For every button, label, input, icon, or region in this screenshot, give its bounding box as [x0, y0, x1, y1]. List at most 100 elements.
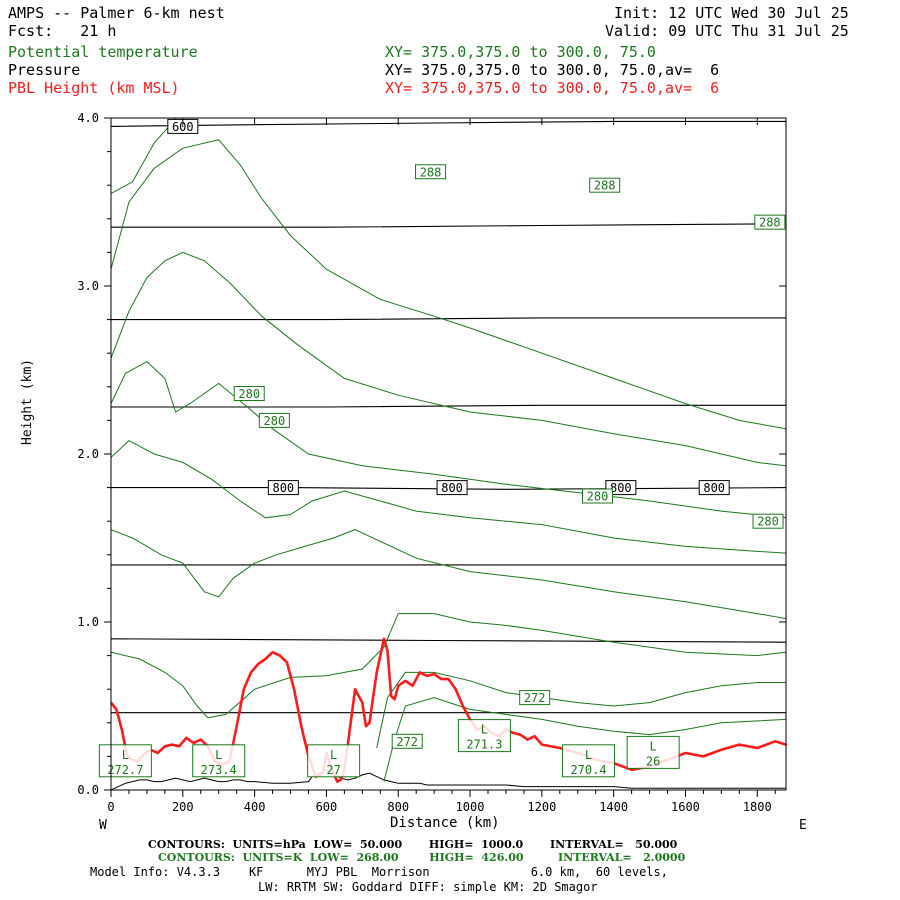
- field2-xy: XY= 375.0,375.0 to 300.0, 75.0,av= 6: [385, 61, 720, 79]
- theta-label-box: [258, 412, 290, 428]
- theta-label: 280: [238, 387, 260, 401]
- x-tick-label: 600: [316, 800, 338, 814]
- contour-labels-layer: 600 800 800 800 800 288 288 288 280 280 280 280 272 2…: [98, 118, 786, 778]
- pbl-point: [178, 745, 181, 748]
- pbl-point: [512, 731, 515, 734]
- pbl-point: [454, 688, 457, 691]
- minimum-mark: L: [330, 748, 337, 762]
- pbl-point: [250, 671, 252, 674]
- pressure-label-box: [698, 480, 730, 496]
- pbl-point: [115, 708, 118, 711]
- pbl-point: [393, 698, 396, 701]
- minimum-value: 26: [646, 754, 660, 768]
- pbl-point: [354, 688, 357, 691]
- pbl-point: [379, 654, 382, 657]
- pbl-point: [347, 742, 349, 744]
- pbl-point: [558, 747, 561, 749]
- minimum-mark: L: [585, 748, 592, 762]
- pbl-point: [519, 733, 522, 736]
- pressure-label: 800: [703, 481, 725, 495]
- pbl-point: [372, 696, 375, 699]
- footer-physics-info: LW: RRTM SW: Goddard DIFF: simple KM: 2D…: [258, 880, 598, 894]
- pbl-point: [271, 651, 274, 654]
- pbl-point: [192, 742, 195, 744]
- pbl-point: [120, 728, 123, 731]
- minimum-box: [98, 744, 152, 778]
- pbl-point: [390, 695, 392, 697]
- pbl-point: [375, 671, 378, 674]
- pbl-point: [433, 673, 436, 675]
- pressure-label-box: [436, 480, 468, 496]
- minimum-box: [457, 719, 511, 753]
- theta-contour-6: [111, 529, 786, 620]
- pressure-label-box: [605, 480, 637, 496]
- minimum-value: 271.3: [466, 738, 502, 752]
- field2-name: Pressure: [8, 61, 81, 79]
- theta-label: 288: [420, 165, 442, 179]
- pbl-point: [300, 725, 303, 728]
- y-tick-label: 3.0: [77, 279, 99, 293]
- minimum-mark: L: [122, 748, 129, 762]
- pbl-point: [163, 745, 166, 748]
- theta-label: 280: [757, 515, 779, 529]
- x-tick-label: 1600: [671, 800, 700, 814]
- theta-contour-5: [111, 439, 786, 554]
- theta-label-box: [589, 177, 621, 193]
- footer-theta-contours: CONTOURS: UNITS=K LOW= 268.00 HIGH= 426.…: [158, 851, 686, 864]
- pbl-point: [336, 780, 339, 783]
- x-tick-label: 800: [387, 800, 409, 814]
- minimum-mark: L: [215, 748, 222, 762]
- pbl-point: [397, 684, 400, 687]
- pbl-point: [156, 752, 159, 754]
- minimum-value: 27: [326, 763, 340, 777]
- pbl-point: [461, 705, 464, 707]
- field1-name: Potential temperature: [8, 43, 198, 61]
- footer-pressure-contours: CONTOURS: UNITS=hPa LOW= 50.000 HIGH= 10…: [148, 838, 678, 851]
- theta-label-box: [519, 690, 551, 706]
- theta-label: 280: [587, 490, 609, 504]
- init-time: Init: 12 UTC Wed 30 Jul 25: [614, 4, 849, 22]
- x-tick-label: 200: [172, 800, 194, 814]
- minimum-box: [562, 744, 616, 778]
- pbl-point: [278, 654, 281, 657]
- pbl-point: [171, 743, 173, 746]
- pbl-point: [382, 637, 385, 640]
- theta-label-box: [754, 214, 786, 230]
- theta-label-box: [233, 386, 265, 402]
- chart-title: AMPS -- Palmer 6-km nest: [8, 4, 225, 22]
- theta-label-box: [391, 733, 423, 749]
- forecast-hour: Fcst: 21 h: [8, 22, 117, 40]
- pressure-contour-700: [111, 317, 786, 321]
- minimum-value: 270.4: [570, 763, 606, 777]
- y-tick-label: 1.0: [77, 615, 99, 629]
- pbl-point: [684, 752, 687, 754]
- theta-contour-2: [111, 139, 786, 430]
- pbl-point: [526, 738, 529, 741]
- pbl-point: [199, 738, 202, 741]
- pbl-point: [533, 735, 536, 738]
- minimum-box: [307, 744, 361, 778]
- pbl-point: [386, 649, 389, 652]
- x-axis-label: Distance (km): [390, 815, 500, 831]
- minimum-box: [192, 744, 246, 778]
- minimum-box: [626, 735, 680, 769]
- pbl-point: [418, 671, 421, 674]
- pbl-point: [447, 678, 450, 681]
- y-tick-label: 4.0: [77, 111, 99, 125]
- y-axis-label: Height (km): [20, 358, 35, 445]
- pbl-point: [264, 658, 267, 660]
- pbl-point: [702, 755, 705, 758]
- theta-contour-3: [111, 251, 786, 467]
- theta-contour-8: [376, 671, 786, 749]
- axes-layer: 0 200 400 600 800 1000 1200 1400 1600 1800 0.0 1.0 2…: [77, 111, 787, 814]
- x-tick-label: 1200: [527, 800, 556, 814]
- pbl-point: [365, 725, 367, 728]
- pressure-contour-600: [111, 120, 786, 127]
- field1-xy: XY= 375.0,375.0 to 300.0, 75.0: [385, 43, 656, 61]
- theta-label: 280: [264, 414, 286, 428]
- minimum-mark: L: [481, 723, 488, 737]
- x-tick-label: 1000: [456, 800, 485, 814]
- pressure-label: 600: [172, 120, 194, 134]
- pbl-point: [257, 663, 260, 665]
